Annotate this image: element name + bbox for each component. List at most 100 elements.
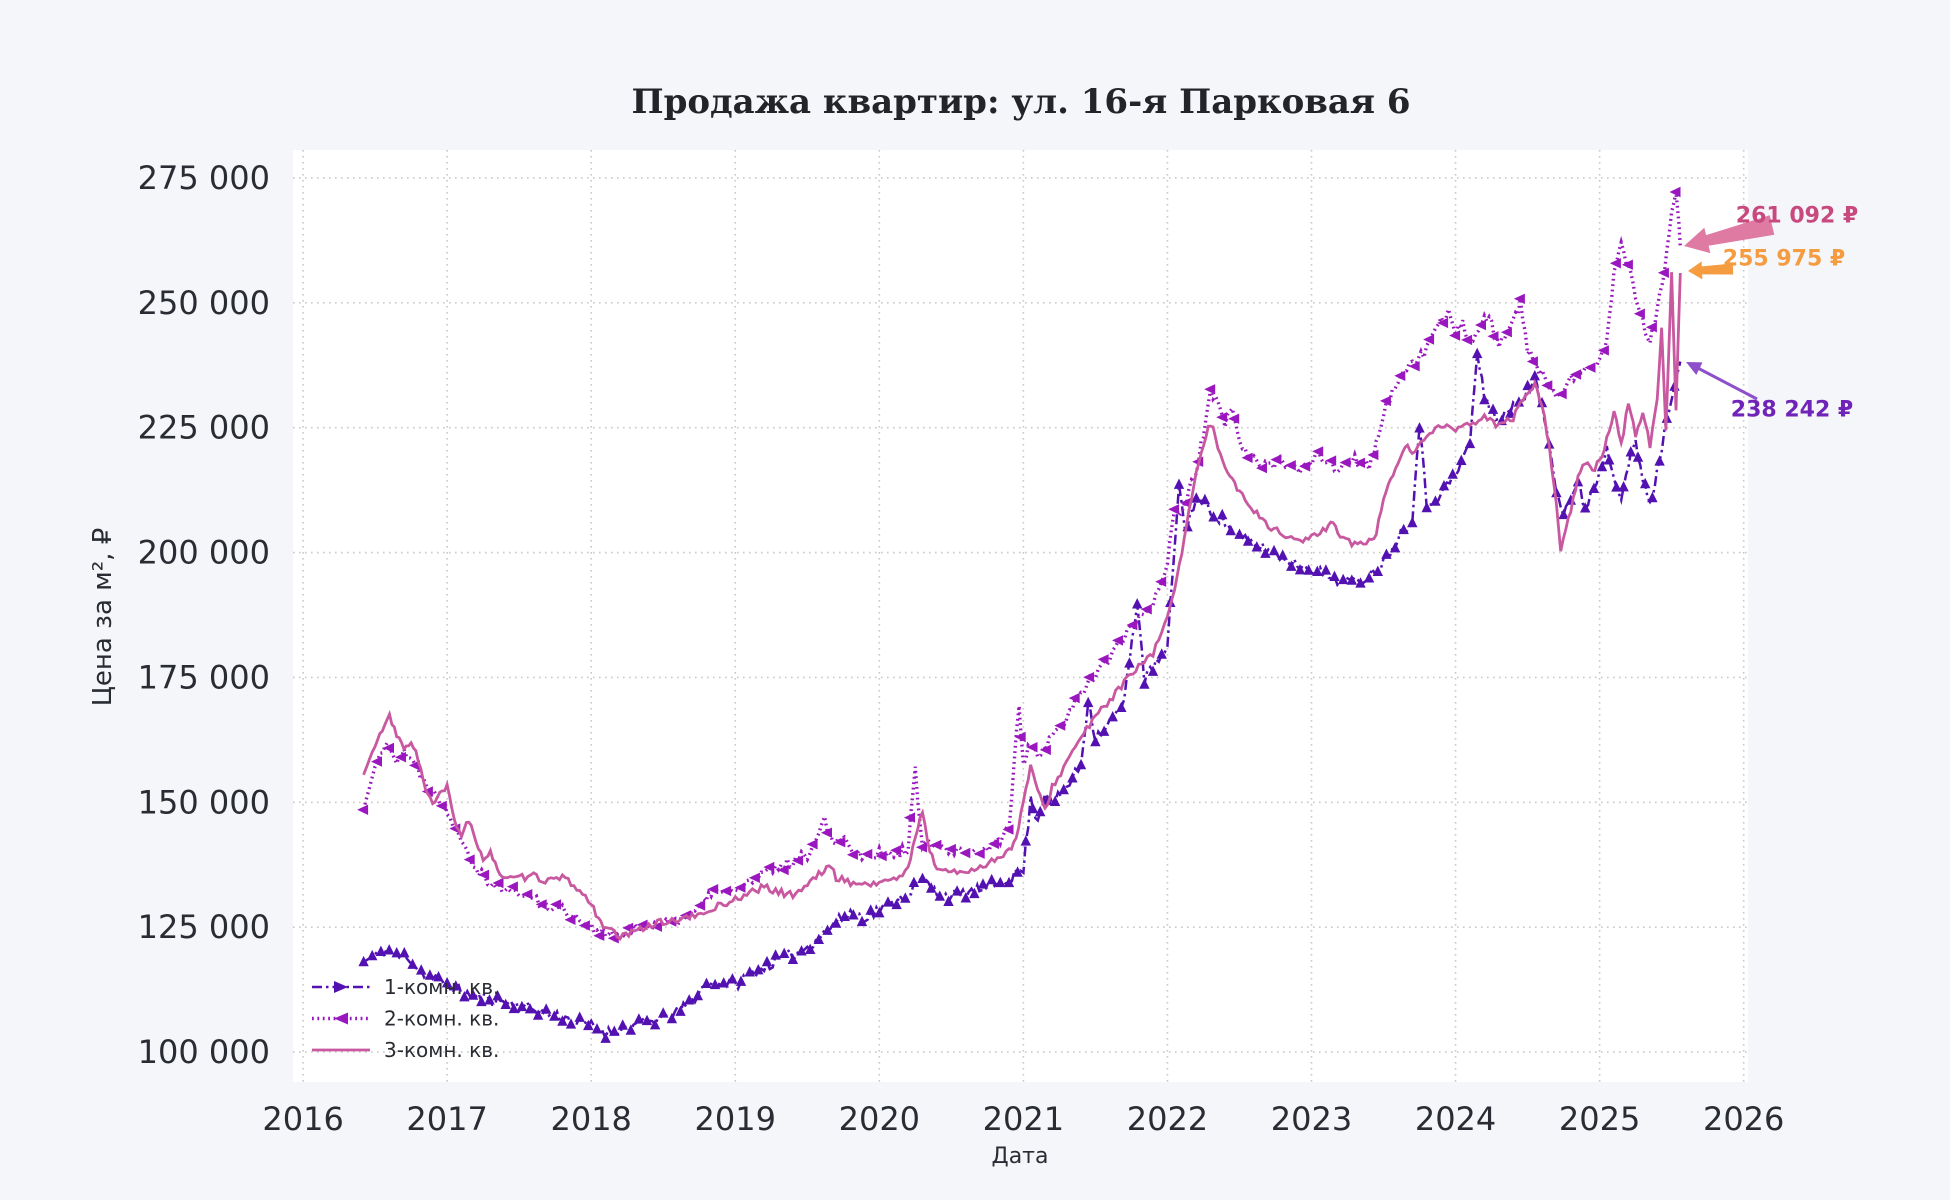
triangle-left-marker [1423,334,1435,345]
triangle-left-marker [521,889,533,900]
triangle-left-marker [564,914,576,925]
triangle-left-marker [834,837,846,848]
triangle-up-marker [1173,478,1185,489]
triangle-up-marker [1035,805,1046,817]
triangle-up-marker [1242,535,1254,546]
triangle-up-marker [1464,437,1476,449]
triangle-left-marker [904,812,915,823]
x-tick-label-2025: 2025 [1559,1100,1640,1138]
triangle-up-marker [433,971,444,982]
triangle-up-marker [459,991,470,1002]
triangle-up-marker [1447,468,1458,479]
triangle-up-marker [1421,501,1432,513]
triangle-left-marker [492,877,504,889]
triangle-left-marker [806,839,818,850]
triangle-up-marker [424,969,436,980]
triangle-left-marker [1241,452,1253,463]
triangle-up-marker [718,977,729,988]
triangle-up-marker [407,958,418,969]
triangle-left-marker [383,742,394,754]
triangle-left-marker [1669,186,1681,198]
triangle-up-marker [1632,451,1644,462]
triangle-up-marker [684,994,695,1005]
triangle-up-marker [565,1018,577,1029]
triangle-up-marker [492,990,503,1001]
triangle-up-marker [675,1005,686,1016]
triangle-up-marker [891,898,902,910]
triangle-up-marker [416,964,427,975]
triangle-up-marker [532,1009,544,1020]
triangle-left-marker [1140,604,1152,615]
triangle-up-marker [874,907,885,918]
annotation-label-3komn: 255 975 ₽ [1722,246,1846,272]
triangle-up-marker [1536,396,1548,408]
x-tick-label-2018: 2018 [550,1100,631,1138]
triangle-up-marker [1058,783,1069,795]
triangle-up-marker [856,915,868,927]
triangle-up-marker [1208,511,1219,522]
triangle-up-marker [1551,486,1562,498]
triangle-up-marker [1596,460,1608,472]
triangle-up-marker [1294,564,1306,575]
triangle-left-marker [1216,412,1228,423]
gridlines [293,150,1748,1082]
x-tick-label-2021: 2021 [983,1100,1064,1138]
triangle-up-marker [1260,547,1271,558]
triangle-left-marker [1513,293,1525,304]
triangle-up-marker [770,949,781,960]
triangle-up-marker [658,1007,669,1018]
triangle-left-marker [1609,258,1621,269]
triangle-up-marker [1611,481,1622,492]
triangle-left-marker [734,882,746,893]
triangle-left-marker [875,850,887,862]
triangle-up-marker [484,994,495,1005]
series-1-dashdot [358,347,1682,1043]
triangle-up-marker [986,873,997,885]
triangle-up-marker [1389,542,1401,553]
x-tick-label-2023: 2023 [1271,1100,1352,1138]
triangle-up-marker [839,910,850,921]
triangle-left-icon [334,1012,348,1025]
triangle-up-marker [625,1024,636,1035]
triangle-up-marker [1020,835,1031,846]
triangle-up-marker [1139,678,1150,689]
triangle-left-marker [1367,449,1379,461]
triangle-left-marker [1054,720,1066,731]
triangle-left-marker [846,849,858,860]
triangle-left-marker [1621,259,1633,270]
triangle-up-marker [633,1013,645,1024]
legend-item-1: 1-комн. кв. [312,975,499,999]
triangle-left-marker [1039,744,1051,756]
triangle-left-marker [930,839,942,851]
triangle-left-marker [1204,384,1216,395]
triangle-left-marker [1097,654,1109,665]
triangle-up-marker [649,1019,661,1030]
triangle-left-marker [1584,362,1596,373]
triangle-left-marker [1394,370,1406,381]
triangle-left-marker [916,842,927,853]
triangle-up-marker [822,924,833,935]
triangle-left-marker [1570,369,1582,380]
triangle-left-marker [435,800,447,812]
triangle-up-marker [591,1023,603,1034]
series-line-1 [362,353,1682,1043]
triangle-up-marker [1268,544,1280,556]
triangle-up-marker [557,1015,568,1026]
triangle-up-marker [969,887,980,899]
triangle-up-marker [830,917,842,928]
triangle-left-marker [478,869,490,880]
y-tick-label-175000: 175 000 [138,658,270,696]
triangle-left-marker [535,899,547,910]
chart-title: Продажа квартир: ул. 16-я Парковая 6 [631,82,1411,122]
triangle-up-marker [1407,516,1418,528]
triangle-left-marker [1112,635,1123,646]
triangle-up-marker [1363,572,1375,583]
triangle-up-marker [951,885,963,896]
triangle-up-marker [1329,570,1340,581]
triangle-left-marker [1014,731,1026,743]
triangle-up-marker [1012,866,1023,877]
triangle-up-marker [934,890,945,901]
triangle-up-marker [1588,482,1600,493]
x-tick-label-2026: 2026 [1703,1100,1784,1138]
